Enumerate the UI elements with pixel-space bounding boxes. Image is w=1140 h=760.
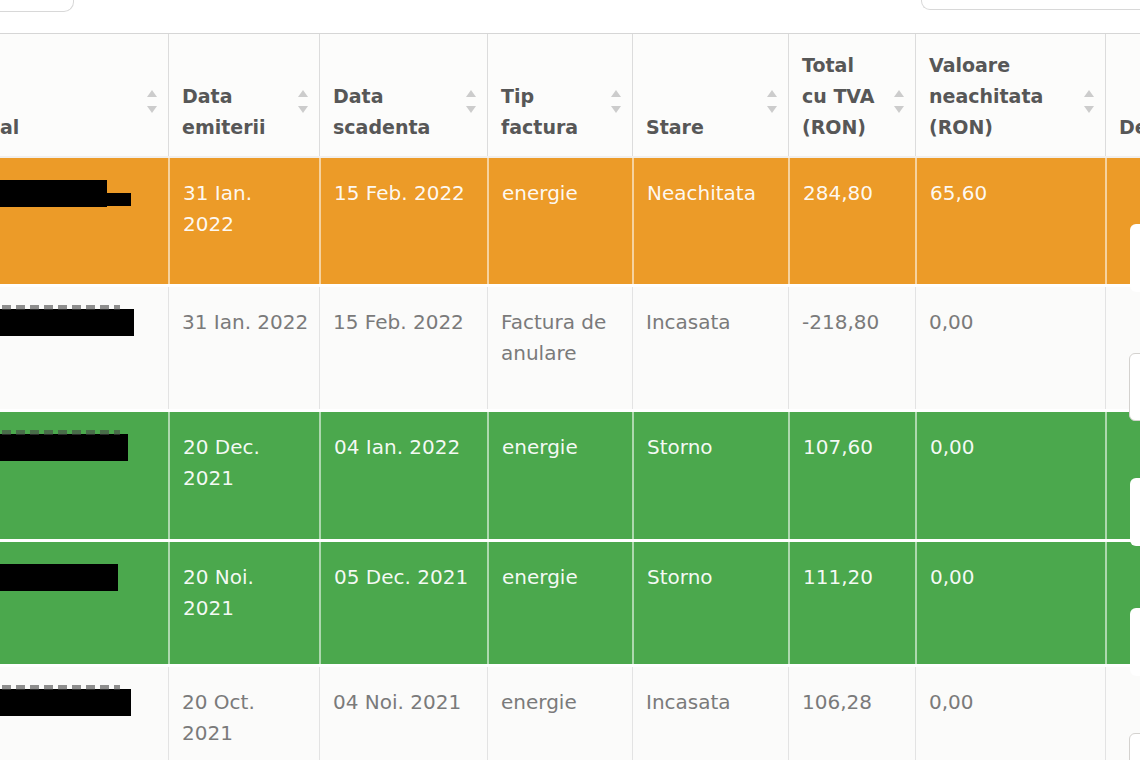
status-cell: Storno <box>632 542 788 664</box>
column-header-numar[interactable]: al <box>0 34 168 156</box>
issue-date-cell: 20 Dec. 2021 <box>168 412 319 539</box>
unpaid-cell: 0,00 <box>915 412 1105 539</box>
column-label: Data scadenta <box>333 81 430 143</box>
issue-date-cell: 20 Oct. 2021 <box>168 667 319 760</box>
unpaid-cell: 65,60 <box>915 158 1105 284</box>
sort-icon[interactable] <box>1084 90 1094 113</box>
invoice-action-button[interactable]: D <box>1130 224 1140 292</box>
due-date-cell: 15 Feb. 2022 <box>319 287 487 409</box>
action-cell: D <box>1105 667 1140 760</box>
redacted-invoice-number <box>0 434 128 461</box>
column-label: Tip factura <box>501 81 578 143</box>
sort-icon[interactable] <box>767 90 777 113</box>
action-cell: D <box>1105 158 1140 284</box>
issue-date-cell: 31 Ian. 2022 <box>168 287 319 409</box>
sort-icon[interactable] <box>611 90 621 113</box>
invoice-number-cell <box>0 287 168 409</box>
column-label: Data emiterii <box>182 81 266 143</box>
redacted-invoice-number <box>0 180 107 207</box>
column-header-valoare-neachitata[interactable]: Valoare neachitata (RON) <box>915 34 1105 156</box>
table-row: 20 Dec. 2021 04 Ian. 2022 energie Storno… <box>0 412 1140 539</box>
redacted-invoice-number <box>0 564 118 591</box>
unpaid-cell: 0,00 <box>915 667 1105 760</box>
invoice-number-cell <box>0 158 168 284</box>
total-cell: 107,60 <box>788 412 915 539</box>
invoice-action-button[interactable]: D <box>1129 353 1140 421</box>
column-label: De <box>1119 112 1140 143</box>
column-label: Stare <box>646 112 704 143</box>
sort-icon[interactable] <box>466 90 476 113</box>
status-cell: Storno <box>632 412 788 539</box>
due-date-cell: 05 Dec. 2021 <box>319 542 487 664</box>
unpaid-cell: 0,00 <box>915 287 1105 409</box>
action-cell: D <box>1105 287 1140 409</box>
clipped-top-left-control[interactable] <box>0 0 74 12</box>
due-date-cell: 04 Noi. 2021 <box>319 667 487 760</box>
column-header-data-scadenta[interactable]: Data scadenta <box>319 34 487 156</box>
total-cell: 106,28 <box>788 667 915 760</box>
total-cell: 284,80 <box>788 158 915 284</box>
invoice-action-button[interactable]: D <box>1129 733 1140 760</box>
table-row: 20 Noi. 2021 05 Dec. 2021 energie Storno… <box>0 542 1140 664</box>
due-date-cell: 15 Feb. 2022 <box>319 158 487 284</box>
issue-date-cell: 20 Noi. 2021 <box>168 542 319 664</box>
status-cell: Incasata <box>632 287 788 409</box>
invoice-type-cell: energie <box>487 158 632 284</box>
invoice-action-button[interactable]: D <box>1130 608 1140 676</box>
unpaid-cell: 0,00 <box>915 542 1105 664</box>
action-cell: D <box>1105 542 1140 664</box>
redacted-invoice-number <box>0 309 134 336</box>
due-date-cell: 04 Ian. 2022 <box>319 412 487 539</box>
total-cell: 111,20 <box>788 542 915 664</box>
table-header-row: al Data emiterii Data scadenta Tip factu… <box>0 34 1140 158</box>
table-row: 31 Ian. 2022 15 Feb. 2022 energie Neachi… <box>0 158 1140 284</box>
column-header-total-cu-tva[interactable]: Total cu TVA (RON) <box>788 34 915 156</box>
column-header-tip-factura[interactable]: Tip factura <box>487 34 632 156</box>
invoice-type-cell: Factura de anulare <box>487 287 632 409</box>
column-header-stare[interactable]: Stare <box>632 34 788 156</box>
invoices-table: al Data emiterii Data scadenta Tip factu… <box>0 33 1140 760</box>
column-label: Valoare neachitata (RON) <box>929 50 1043 143</box>
invoice-number-cell <box>0 667 168 760</box>
clipped-search-input[interactable] <box>921 0 1140 10</box>
table-row: 31 Ian. 2022 15 Feb. 2022 Factura de anu… <box>0 287 1140 409</box>
column-header-data-emiterii[interactable]: Data emiterii <box>168 34 319 156</box>
redacted-invoice-number <box>0 689 131 716</box>
column-label: Total cu TVA (RON) <box>802 50 874 143</box>
sort-icon[interactable] <box>894 90 904 113</box>
column-label: al <box>0 112 19 143</box>
action-cell: D <box>1105 412 1140 539</box>
invoice-type-cell: energie <box>487 542 632 664</box>
sort-icon[interactable] <box>147 90 157 113</box>
invoice-type-cell: energie <box>487 667 632 760</box>
invoice-number-cell <box>0 412 168 539</box>
table-row: 20 Oct. 2021 04 Noi. 2021 energie Incasa… <box>0 667 1140 760</box>
invoice-action-button[interactable]: D <box>1130 478 1140 546</box>
total-cell: -218,80 <box>788 287 915 409</box>
invoice-type-cell: energie <box>487 412 632 539</box>
sort-icon[interactable] <box>298 90 308 113</box>
status-cell: Neachitata <box>632 158 788 284</box>
column-header-actiuni[interactable]: De <box>1105 34 1140 156</box>
status-cell: Incasata <box>632 667 788 760</box>
invoice-number-cell <box>0 542 168 664</box>
issue-date-cell: 31 Ian. 2022 <box>168 158 319 284</box>
